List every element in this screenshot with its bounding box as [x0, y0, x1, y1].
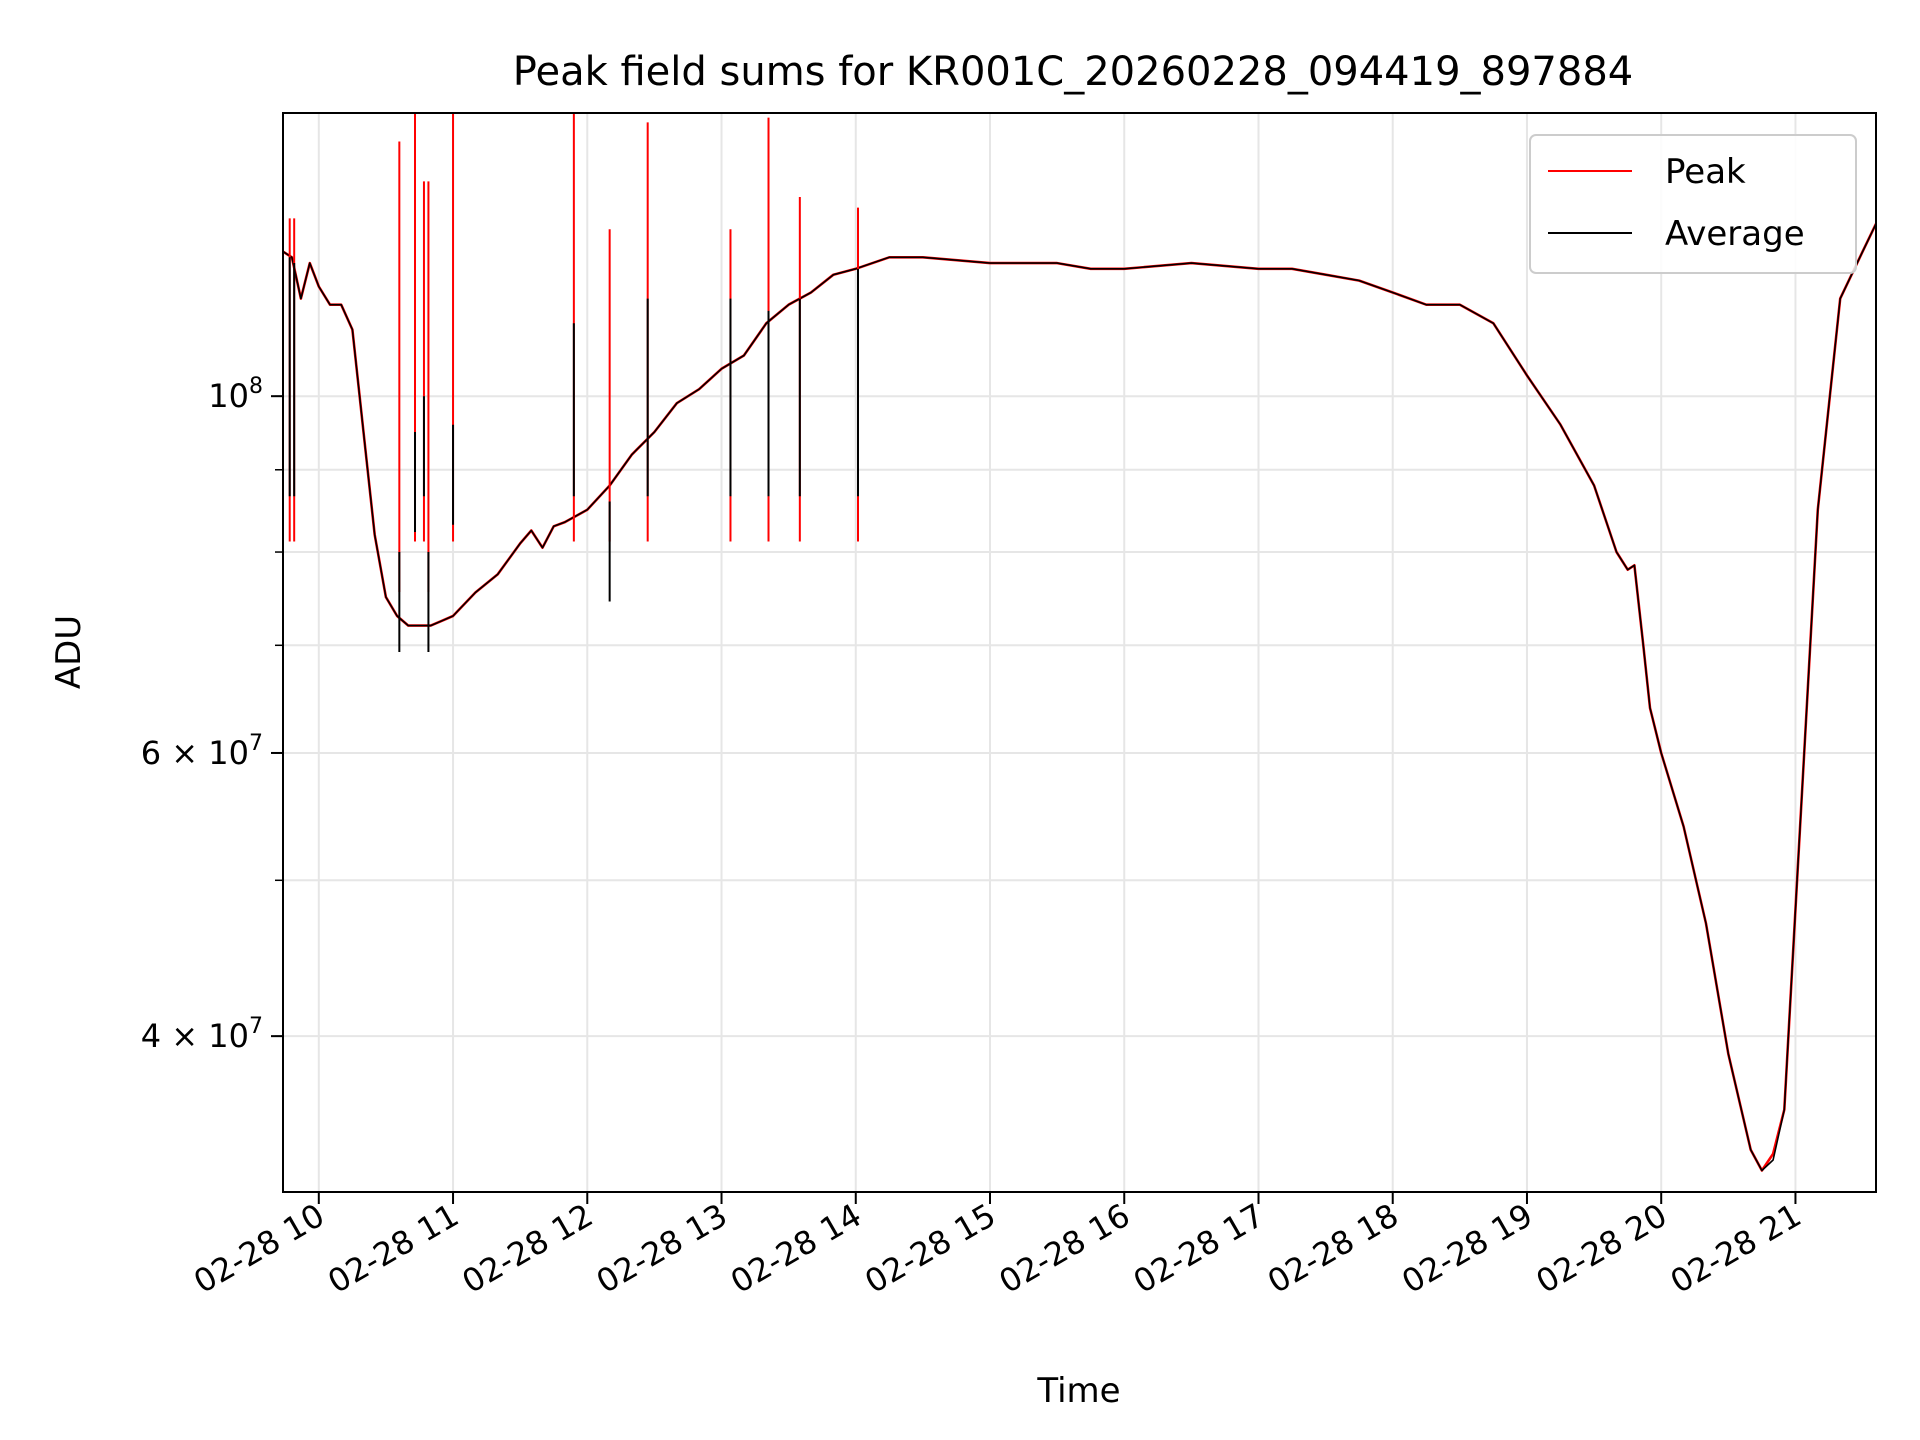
legend-box — [1529, 134, 1857, 274]
chart-title: Peak field sums for KR001C_20260228_0944… — [513, 49, 1633, 95]
plot-area — [282, 112, 1877, 1193]
y-tick-label: 6 × 107 — [141, 731, 263, 772]
y-tick-label: 4 × 107 — [141, 1014, 263, 1055]
legend-average-label: Average — [1665, 214, 1805, 254]
y-tick-exponent: 7 — [249, 1014, 263, 1039]
y-tick-base: 10 — [208, 377, 249, 415]
plot-series — [283, 113, 1876, 1172]
y-tick-exponent: 7 — [249, 731, 263, 756]
x-axis-label: Time — [1036, 1371, 1120, 1411]
y-axis-label: ADU — [49, 615, 89, 689]
y-tick-exponent: 8 — [249, 374, 263, 399]
y-tick-label: 108 — [208, 374, 263, 415]
y-tick-base: 4 × 10 — [141, 1017, 249, 1055]
series-line-average — [283, 223, 1876, 1172]
legend-peak-label: Peak — [1665, 152, 1746, 192]
y-tick-base: 6 × 10 — [141, 734, 249, 772]
legend: Peak Average — [1529, 134, 1857, 274]
